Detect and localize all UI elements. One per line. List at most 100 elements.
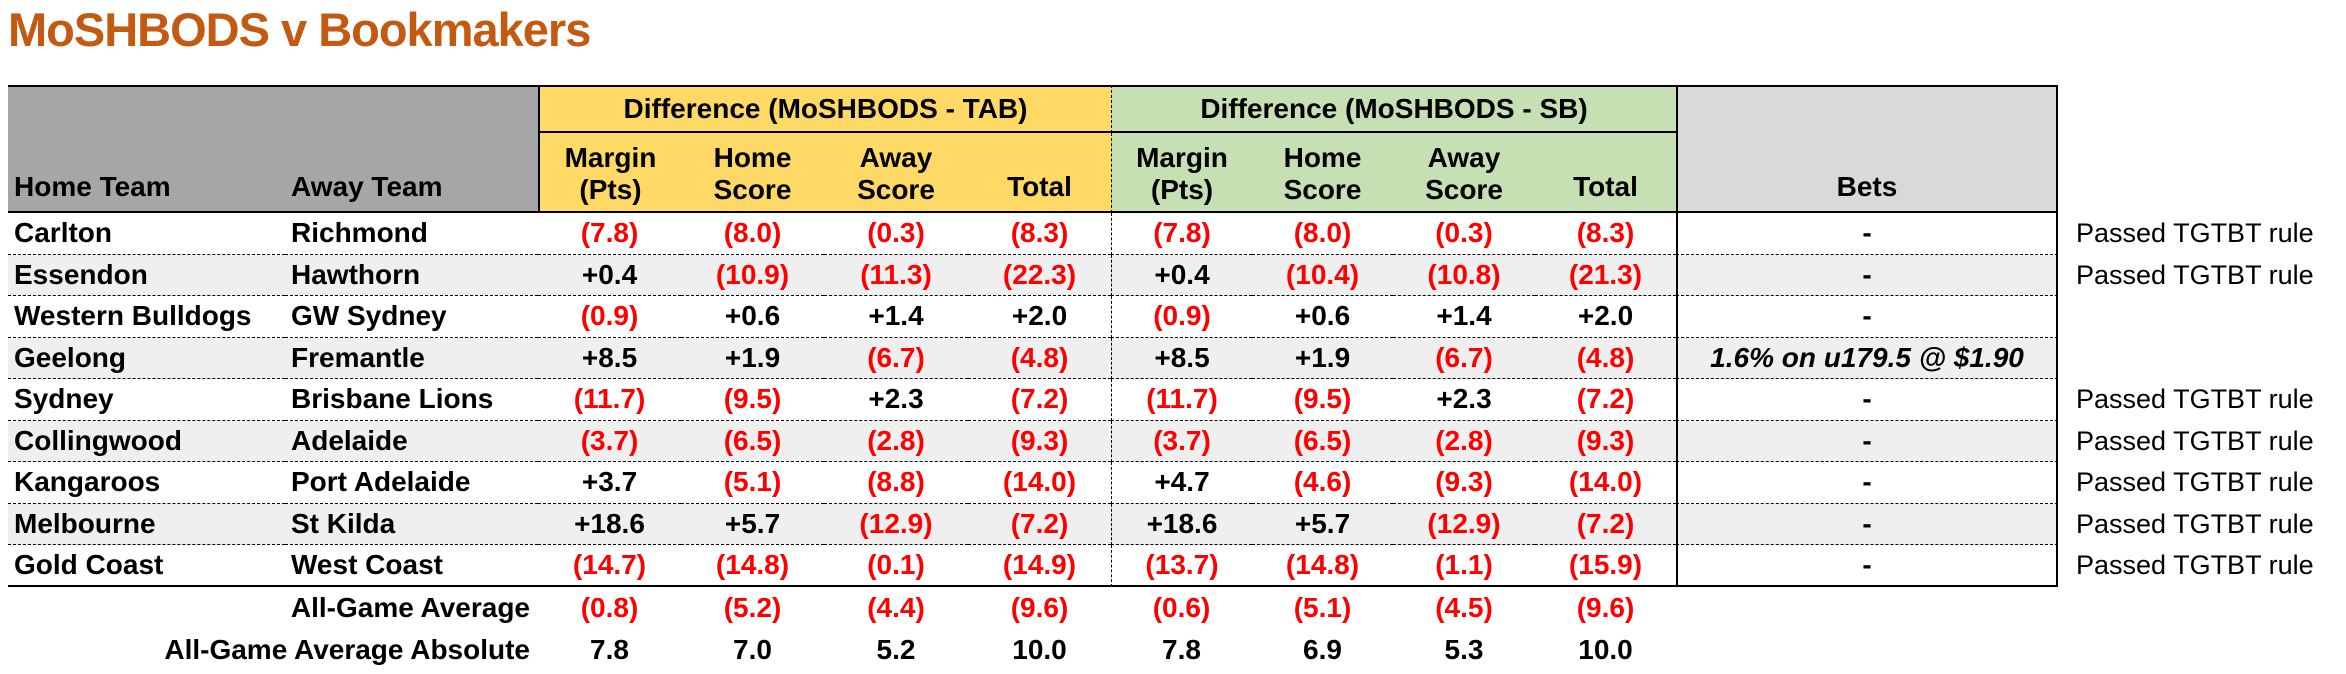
cell-tab-total: (14.9) bbox=[968, 545, 1111, 587]
cell-home-team: Geelong bbox=[8, 337, 285, 379]
table-row: Sydney Brisbane Lions (11.7) (9.5) +2.3 (7.2)… bbox=[8, 379, 2338, 421]
cell-sb-margin: (7.8) bbox=[1111, 213, 1252, 255]
cell-tab-margin: +8.5 bbox=[538, 337, 681, 379]
cell-tab-margin: (7.8) bbox=[538, 213, 681, 255]
cell-sb-away-score: (12.9) bbox=[1393, 503, 1535, 545]
header-line: (Pts) bbox=[1150, 173, 1214, 205]
cell-sb-total: (14.0) bbox=[1535, 462, 1676, 504]
cell-sb-total: (7.2) bbox=[1535, 379, 1676, 421]
table-row: Western Bulldogs GW Sydney (0.9) +0.6 +1.4 +2… bbox=[8, 296, 2338, 338]
cell-home-team: Western Bulldogs bbox=[8, 296, 285, 338]
cell-tab-away-score: (12.9) bbox=[824, 503, 968, 545]
summary-tab-margin: 7.8 bbox=[590, 633, 629, 665]
row-note: Passed TGTBT rule bbox=[2076, 384, 2314, 415]
cell-away-team: Fremantle bbox=[285, 337, 538, 379]
summary-sb-margin: 7.8 bbox=[1162, 633, 1201, 665]
header-line: Score bbox=[713, 173, 792, 205]
header-line: Away bbox=[859, 142, 933, 174]
header-line: Score bbox=[857, 173, 935, 205]
cell-sb-total: +2.0 bbox=[1535, 296, 1676, 338]
header-tab-margin: Margin (Pts) bbox=[538, 133, 681, 213]
cell-tab-total: (4.8) bbox=[968, 337, 1111, 379]
row-note: Passed TGTBT rule bbox=[2076, 508, 2314, 539]
table-row: Essendon Hawthorn +0.4 (10.9) (11.3) (22.3) +0… bbox=[8, 254, 2338, 296]
cell-sb-margin: (3.7) bbox=[1111, 420, 1252, 462]
cell-sb-home-score: (10.4) bbox=[1252, 254, 1393, 296]
results-table: Difference (MoSHBODS - TAB) Difference (… bbox=[8, 85, 2338, 671]
cell-sb-margin: (13.7) bbox=[1111, 545, 1252, 587]
cell-tab-home-score: (10.9) bbox=[681, 254, 824, 296]
cell-tab-total: (9.3) bbox=[968, 420, 1111, 462]
cell-sb-home-score: (14.8) bbox=[1252, 545, 1393, 587]
summary-row-average: All-Game Average (0.8) (5.2) (4.4) (9.6) (0.6… bbox=[8, 587, 2338, 629]
header-line: (Pts) bbox=[579, 173, 642, 205]
header-line: Margin bbox=[564, 142, 657, 174]
header-home-team: Home Team bbox=[8, 133, 285, 213]
cell-tab-away-score: +2.3 bbox=[824, 379, 968, 421]
cell-bet: - bbox=[1676, 379, 2058, 421]
cell-tab-total: (7.2) bbox=[968, 379, 1111, 421]
cell-tab-away-score: (11.3) bbox=[824, 254, 968, 296]
spacer bbox=[2058, 133, 2338, 213]
teams-header-block bbox=[8, 85, 538, 133]
cell-tab-away-score: (2.8) bbox=[824, 420, 968, 462]
row-note: Passed TGTBT rule bbox=[2076, 467, 2314, 498]
table-row: Collingwood Adelaide (3.7) (6.5) (2.8) (9.3)(… bbox=[8, 420, 2338, 462]
cell-sb-away-score: (0.3) bbox=[1393, 213, 1535, 255]
cell-bet: - bbox=[1676, 296, 2058, 338]
row-note: Passed TGTBT rule bbox=[2076, 218, 2314, 249]
cell-tab-home-score: +5.7 bbox=[681, 503, 824, 545]
spacer bbox=[2058, 587, 2338, 629]
cell-tab-home-score: (6.5) bbox=[681, 420, 824, 462]
header-sb-home-score: Home Score bbox=[1252, 133, 1393, 213]
summary-sb-total: 10.0 bbox=[1578, 633, 1633, 665]
cell-bet: - bbox=[1676, 545, 2058, 587]
cell-sb-away-score: +2.3 bbox=[1393, 379, 1535, 421]
row-note: Passed TGTBT rule bbox=[2076, 259, 2314, 290]
header-tab-total: Total bbox=[968, 133, 1111, 213]
cell-home-team: Kangaroos bbox=[8, 462, 285, 504]
summary-tab-total: 10.0 bbox=[1012, 633, 1067, 665]
cell-sb-home-score: +5.7 bbox=[1252, 503, 1393, 545]
cell-sb-margin: (11.7) bbox=[1111, 379, 1252, 421]
cell-tab-total: +2.0 bbox=[968, 296, 1111, 338]
header-away-team: Away Team bbox=[285, 133, 538, 213]
cell-tab-margin: +18.6 bbox=[538, 503, 681, 545]
summary-sb-total: (9.6) bbox=[1576, 591, 1635, 623]
table-row: Carlton Richmond (7.8) (8.0) (0.3) (8.3) (7.8)… bbox=[8, 213, 2338, 255]
cell-tab-margin: (3.7) bbox=[538, 420, 681, 462]
cell-tab-away-score: (0.1) bbox=[824, 545, 968, 587]
cell-bet: - bbox=[1676, 213, 2058, 255]
table-row: Melbourne St Kilda +18.6 +5.7 (12.9) (7.2) +18… bbox=[8, 503, 2338, 545]
header-line: Score bbox=[1283, 173, 1362, 205]
cell-sb-total: (9.3) bbox=[1535, 420, 1676, 462]
cell-tab-home-score: (8.0) bbox=[681, 213, 824, 255]
summary-label: All-Game Average bbox=[290, 591, 530, 623]
cell-sb-margin: +4.7 bbox=[1111, 462, 1252, 504]
cell-bet: 1.6% on u179.5 @ $1.90 bbox=[1676, 337, 2058, 379]
cell-home-team: Collingwood bbox=[8, 420, 285, 462]
page-title: MoSHBODS v Bookmakers bbox=[8, 3, 591, 56]
cell-away-team: St Kilda bbox=[285, 503, 538, 545]
group-header-row: Difference (MoSHBODS - TAB) Difference (… bbox=[8, 85, 2338, 133]
cell-home-team: Carlton bbox=[8, 213, 285, 255]
summary-tab-total: (9.6) bbox=[1010, 591, 1069, 623]
cell-bet: - bbox=[1676, 254, 2058, 296]
summary-tab-home-score: (5.2) bbox=[723, 591, 782, 623]
header-sb-total: Total bbox=[1535, 133, 1676, 213]
cell-away-team: Port Adelaide bbox=[285, 462, 538, 504]
cell-tab-home-score: +0.6 bbox=[681, 296, 824, 338]
cell-away-team: Adelaide bbox=[285, 420, 538, 462]
cell-tab-margin: (11.7) bbox=[538, 379, 681, 421]
cell-bet: - bbox=[1676, 503, 2058, 545]
cell-sb-margin: +8.5 bbox=[1111, 337, 1252, 379]
cell-sb-home-score: +0.6 bbox=[1252, 296, 1393, 338]
cell-sb-margin: +0.4 bbox=[1111, 254, 1252, 296]
bets-header-block bbox=[1676, 85, 2058, 133]
summary-sb-away-score: 5.3 bbox=[1444, 633, 1484, 665]
row-note bbox=[2058, 338, 2338, 380]
header-line: Home bbox=[713, 142, 792, 174]
cell-tab-margin: (14.7) bbox=[538, 545, 681, 587]
summary-sb-home-score: 6.9 bbox=[1303, 633, 1342, 665]
cell-sb-home-score: (6.5) bbox=[1252, 420, 1393, 462]
